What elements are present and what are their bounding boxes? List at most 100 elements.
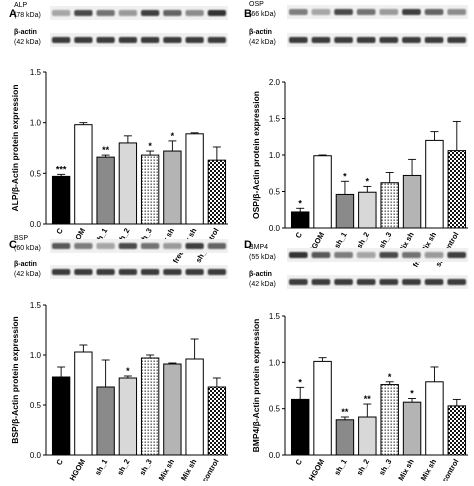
panel-letter: D — [244, 239, 252, 251]
target-band — [289, 252, 308, 258]
target-band — [334, 9, 353, 15]
x-tick-label: HGOM — [68, 458, 87, 482]
actin-band-strip — [50, 33, 228, 47]
actin-band — [74, 37, 93, 43]
x-tick-label: sh_control — [434, 458, 461, 482]
y-tick-label: 0.5 — [30, 169, 42, 178]
actin-band — [185, 269, 204, 275]
western-blot: BSP (60 kDa) β-actin (42 kDa) — [14, 235, 228, 279]
bar-sh_2 — [358, 416, 377, 456]
bar-chart: 0.0 0.5 1.0 1.5 2.0 OSP/β-Actin protein expre… — [251, 78, 468, 269]
target-band — [356, 9, 376, 15]
target-band — [96, 10, 115, 16]
bar-sh_control — [207, 386, 227, 456]
y-tick-label: 0.5 — [269, 188, 281, 197]
actin-label: β-actin — [249, 29, 272, 36]
blot-kda-label: (78 kDa) — [14, 12, 41, 19]
bar-c — [51, 376, 71, 456]
actin-band-strip — [50, 265, 228, 279]
actin-band — [402, 279, 421, 285]
y-tick-label: 0.0 — [30, 220, 42, 229]
target-band — [447, 252, 466, 258]
x-tick-label: sh_1 — [332, 458, 348, 477]
bar-sh_3 — [380, 384, 399, 456]
bar-chart: 0.0 0.5 1.0 1.5 BMP4/β-Actin protein express… — [251, 312, 468, 486]
y-axis-label: BSP/β-Actin protein expression — [10, 316, 20, 444]
x-tick-label: C — [54, 457, 65, 467]
actin-band — [356, 37, 376, 43]
actin-band — [356, 279, 376, 285]
bar-mix-sh — [163, 150, 182, 225]
significance-label: * — [366, 176, 370, 186]
bar-hgom — [74, 124, 93, 225]
x-tick-label: sh_control — [194, 458, 221, 482]
panel-letter: B — [244, 8, 252, 20]
actin-band — [379, 37, 399, 43]
significance-label: ** — [102, 145, 110, 155]
bar-sh_2 — [118, 377, 138, 456]
significance-label: * — [298, 377, 302, 387]
target-band — [52, 243, 71, 249]
actin-band — [311, 37, 331, 43]
y-axis-label: ALP/β-Actin protein expression — [10, 84, 20, 211]
actin-band — [163, 269, 182, 275]
actin-label: β-actin — [14, 261, 37, 268]
significance-label: * — [126, 366, 130, 376]
y-tick-label: 1.5 — [30, 68, 42, 77]
target-band — [356, 252, 376, 258]
y-axis-label: OSP/β-Actin protein expression — [251, 91, 261, 219]
actin-band — [52, 37, 71, 43]
y-tick-label: 1.5 — [269, 312, 281, 321]
bar-sh_control — [447, 150, 467, 229]
y-tick-label: 1.5 — [30, 301, 42, 310]
target-band — [52, 10, 71, 16]
target-band — [289, 9, 308, 15]
significance-label: * — [388, 372, 392, 382]
significance-label: * — [298, 198, 302, 208]
y-tick-label: 0.0 — [30, 451, 42, 460]
actin-band — [289, 37, 308, 43]
target-band — [141, 243, 160, 249]
actin-band-strip — [287, 275, 468, 289]
x-tick-label: sh_1 — [93, 458, 109, 477]
x-tick-label: sh_2 — [115, 458, 131, 477]
bar-mix-sh — [163, 363, 182, 456]
x-tick-label: Mix sh — [157, 457, 177, 481]
target-band-strip — [50, 6, 228, 20]
actin-label: β-actin — [249, 271, 272, 278]
actin-band — [311, 279, 331, 285]
y-tick-label: 0.5 — [269, 405, 281, 414]
bar-chart: 0.0 0.5 1.0 1.5 ALP/β-Actin protein expressi… — [10, 68, 228, 265]
y-tick-label: 0.0 — [269, 224, 281, 233]
western-blot: OSP (66 kDa) β-actin (42 kDa) — [249, 1, 468, 47]
target-band — [185, 243, 204, 249]
x-tick-label: sh_3 — [138, 458, 154, 477]
actin-kda-label: (42 kDa) — [14, 271, 41, 278]
target-band-strip — [50, 239, 228, 253]
bar-sh_1 — [335, 419, 355, 456]
bar-free-mix-sh — [425, 381, 444, 456]
panel-letter: A — [9, 8, 17, 20]
blot-protein-label: BMP4 — [249, 244, 268, 251]
target-band — [424, 9, 444, 15]
y-tick-label: 1.0 — [269, 358, 281, 367]
significance-label: ** — [364, 394, 372, 404]
bar-mix-sh — [402, 401, 422, 456]
target-band — [118, 243, 137, 249]
actin-band — [141, 37, 160, 43]
actin-band — [379, 279, 399, 285]
bar-sh_1 — [96, 386, 115, 456]
significance-label: ** — [341, 407, 349, 417]
bar-hgom — [74, 351, 93, 456]
target-band — [311, 9, 331, 15]
target-band-strip — [287, 5, 468, 19]
blot-protein-label: ALP — [14, 2, 28, 9]
actin-band — [207, 37, 226, 43]
target-band — [141, 10, 160, 16]
x-tick-label: sh_3 — [377, 231, 393, 250]
bar-sh_control — [207, 159, 227, 225]
